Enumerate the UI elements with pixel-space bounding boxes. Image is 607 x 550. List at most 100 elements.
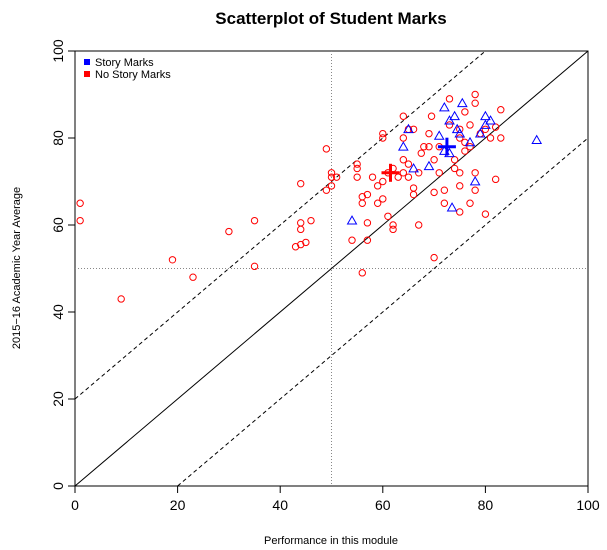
point-no-story — [327, 169, 336, 177]
point-no-story — [430, 253, 438, 262]
point-no-story — [363, 219, 372, 227]
point-no-story — [399, 169, 408, 177]
point-no-story — [497, 134, 505, 142]
x-tick-label: 100 — [576, 497, 600, 513]
point-story — [469, 175, 481, 186]
point-no-story — [363, 190, 372, 199]
point-no-story — [327, 182, 336, 190]
point-no-story — [420, 143, 428, 151]
point-no-story — [368, 173, 377, 181]
point-no-story — [440, 186, 449, 194]
point-no-story — [461, 138, 469, 147]
point-no-story — [250, 262, 259, 271]
point-no-story — [389, 225, 397, 234]
point-no-story — [76, 216, 84, 225]
y-tick-label: 60 — [50, 217, 66, 233]
point-story — [456, 97, 468, 108]
point-no-story — [168, 256, 177, 264]
x-axis-label: Performance in this module — [264, 535, 398, 547]
point-no-story — [399, 112, 408, 120]
identity-line — [74, 50, 589, 487]
x-tick-label: 60 — [375, 497, 391, 513]
x-tick-label: 20 — [170, 497, 186, 513]
reference-lines — [74, 50, 589, 487]
point-no-story — [425, 129, 433, 138]
x-tick-label: 80 — [478, 497, 494, 513]
point-no-story — [471, 99, 479, 107]
series-means — [381, 137, 456, 182]
point-no-story — [297, 219, 305, 227]
point-no-story — [456, 182, 464, 190]
point-no-story — [435, 169, 443, 177]
point-no-story — [430, 156, 438, 164]
point-no-story — [427, 112, 436, 120]
point-no-story — [456, 208, 464, 216]
point-no-story — [399, 156, 408, 164]
point-no-story — [430, 188, 438, 197]
point-no-story — [307, 216, 315, 225]
point-no-story — [379, 134, 387, 142]
point-no-story — [466, 121, 474, 129]
x-tick-label: 0 — [71, 497, 79, 513]
point-story — [346, 215, 358, 225]
point-no-story — [373, 182, 382, 190]
legend-swatch-no-story — [84, 71, 90, 77]
point-story — [464, 136, 476, 147]
point-no-story — [250, 216, 259, 225]
legend-label-no-story: No Story Marks — [95, 69, 171, 81]
point-story — [403, 123, 414, 134]
point-no-story — [415, 221, 423, 229]
point-no-story — [379, 129, 387, 138]
y-axis-label: 2015−16 Academic Year Average — [11, 187, 23, 349]
point-no-story — [471, 90, 479, 99]
point-no-story — [225, 227, 233, 236]
legend-swatch-story — [84, 59, 90, 65]
point-story — [397, 141, 409, 151]
x-axis: 0 20 40 60 80 100 — [71, 486, 600, 513]
point-no-story — [379, 195, 387, 203]
point-no-story — [456, 169, 464, 177]
point-no-story — [445, 95, 454, 103]
point-no-story — [363, 236, 372, 244]
point-no-story — [358, 269, 366, 277]
point-story — [433, 130, 445, 140]
point-no-story — [189, 273, 197, 281]
point-no-story — [481, 125, 490, 134]
upper-band-line — [74, 50, 486, 400]
point-no-story — [322, 186, 331, 194]
point-no-story — [76, 199, 84, 207]
lower-band-line — [177, 137, 589, 487]
point-no-story — [425, 143, 433, 151]
point-no-story — [409, 125, 418, 134]
point-no-story — [466, 199, 474, 207]
point-no-story — [358, 199, 366, 207]
point-no-story — [297, 179, 305, 188]
point-no-story — [471, 186, 479, 194]
point-no-story — [450, 156, 459, 164]
point-no-story — [327, 173, 336, 181]
point-no-story — [399, 134, 408, 142]
point-no-story — [322, 145, 331, 153]
point-story — [454, 128, 466, 138]
point-no-story — [404, 160, 413, 168]
point-no-story — [409, 190, 418, 199]
point-no-story — [461, 108, 469, 116]
point-no-story — [491, 123, 500, 131]
point-no-story — [417, 149, 425, 157]
point-story — [408, 162, 419, 173]
point-no-story — [379, 177, 387, 186]
point-no-story — [348, 236, 356, 244]
point-story — [531, 134, 543, 145]
point-no-story — [389, 221, 397, 229]
point-story — [446, 202, 458, 212]
point-story — [485, 115, 496, 125]
point-no-story — [440, 199, 449, 207]
point-no-story — [353, 160, 361, 168]
point-story — [480, 110, 491, 121]
point-no-story — [384, 212, 392, 221]
legend-label-story: Story Marks — [95, 57, 154, 69]
point-story — [449, 110, 460, 121]
point-no-story — [461, 147, 469, 155]
point-no-story — [117, 295, 125, 303]
